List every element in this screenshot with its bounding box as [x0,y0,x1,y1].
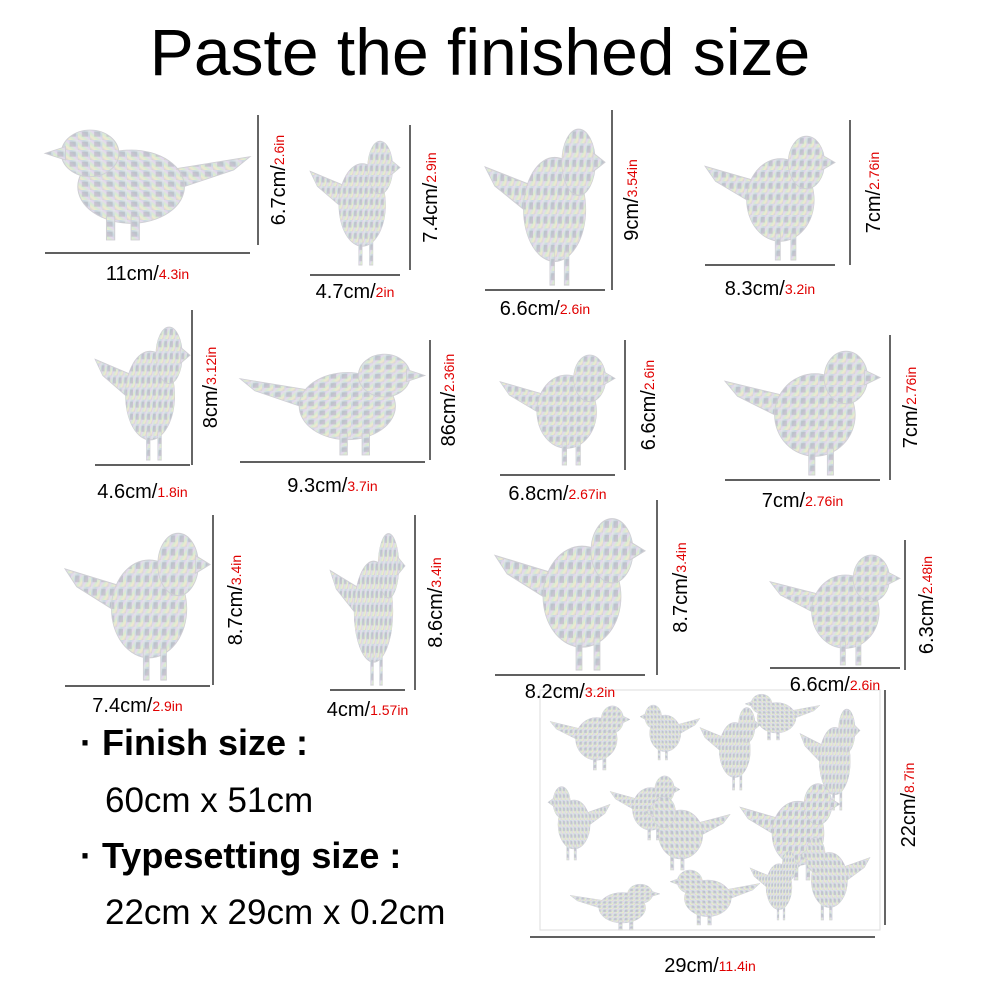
bird-sticker [63,532,212,682]
dimension-label: 8.6cm/3.4in [425,557,447,647]
dimension-label: 4cm/1.57in [327,699,409,721]
dimension-label: 8.7cm/3.4in [670,542,692,632]
dimension-label: 7cm/2.76in [900,367,922,449]
dimension-cm: 6.6cm/ [638,390,660,450]
dimension-in: 2.67in [568,486,606,502]
dimension-in: 2in [376,284,395,300]
dimension-label: 8.3cm/3.2in [725,278,815,300]
finish-label: · Finish size : [80,722,308,763]
dimension-in: 2.48in [919,556,935,594]
dimension-label: 6.8cm/2.67in [508,483,606,505]
dimension-in: 4.3in [159,266,189,282]
dimension-cm: 9cm/ [621,197,643,241]
dimension-label: 4.6cm/1.8in [97,481,187,503]
dimension-in: 3.2in [585,684,615,700]
dimension-in: 2.6in [850,677,880,693]
dimension-in: 2.6in [271,135,287,165]
bird-sticker [499,354,616,466]
dimension-cm: 7cm/ [863,189,885,233]
dimension-cm: 7.4cm/ [92,695,152,717]
bird-sticker [493,517,647,672]
dimension-in: 11.4in [719,958,756,974]
bird-sticker [724,350,881,476]
bird-sticker [704,135,836,261]
dimension-cm: 6.6cm/ [790,674,850,696]
dimension-in: 2.76in [805,493,843,509]
dimension-cm: 7cm/ [762,490,806,512]
dimension-in: 1.57in [370,702,408,718]
dimension-cm: 8.3cm/ [725,278,785,300]
dimension-label: 7.4cm/2.9in [420,152,442,242]
dimension-cm: 86cm/ [438,391,460,446]
dimension-in: 2.76in [903,367,919,405]
dimension-label: 8.7cm/3.4in [225,555,247,645]
dimension-in: 2.36in [441,354,457,392]
dimension-in: 8.7in [901,763,917,793]
dimension-label: 11cm/4.3in [106,263,189,285]
dimension-label: 6.6cm/2.6in [638,360,660,450]
dimension-label: 9cm/3.54in [621,159,643,241]
dimension-in: 3.4in [673,542,689,572]
dimension-label: 9.3cm/3.7in [287,475,377,497]
bird-sticker [93,326,192,462]
dimension-in: 3.4in [428,557,444,587]
typesetting-value: 22cm x 29cm x 0.2cm [105,893,445,932]
bird-sticker [239,353,426,456]
dimension-in: 3.7in [347,478,377,494]
title: Paste the finished size [150,15,810,89]
dimension-label: 7cm/2.76in [762,490,844,512]
typesetting-label: · Typesetting size : [80,835,401,876]
dimension-label: 4.7cm/2in [316,281,395,303]
dimension-label: 86cm/2.36in [438,354,460,447]
bird-sticker [769,554,901,666]
bird-sticker [483,127,607,287]
dimension-cm: 6.3cm/ [916,594,938,654]
dimension-cm: 7.4cm/ [420,182,442,242]
dimension-label: 8cm/3.12in [200,347,222,429]
dimension-in: 3.54in [624,159,640,197]
finish-value: 60cm x 51cm [105,781,313,820]
dimension-cm: 11cm/ [106,263,159,285]
bird-sticker [309,140,401,266]
dimension-cm: 8.6cm/ [425,587,447,647]
dimension-label: 6.6cm/2.6in [500,298,590,320]
dimension-label: 6.7cm/2.6in [268,135,290,225]
dimension-in: 3.4in [228,555,244,585]
dimension-in: 3.12in [203,347,219,385]
dimension-label: 6.3cm/2.48in [916,556,938,654]
dimension-in: 2.9in [423,152,439,182]
bird-sticker [43,128,252,242]
dimension-label: 29cm/11.4in [664,955,756,977]
dimension-in: 2.6in [560,301,590,317]
dimension-cm: 8.2cm/ [525,681,585,703]
dimension-cm: 8.7cm/ [225,585,247,645]
dimension-cm: 6.8cm/ [508,483,568,505]
dimension-cm: 22cm/ [898,793,920,848]
dimension-in: 2.76in [866,152,882,190]
dimension-label: 6.6cm/2.6in [790,674,880,696]
dimension-cm: 9.3cm/ [287,475,347,497]
dimension-cm: 4.7cm/ [316,281,376,303]
dimension-in: 1.8in [157,484,187,500]
dimension-label: 22cm/8.7in [898,763,920,848]
dimension-cm: 29cm/ [664,955,719,977]
dimension-label: 7cm/2.76in [863,152,885,234]
dimension-label: 7.4cm/2.9in [92,695,182,717]
dimension-in: 2.6in [641,360,657,390]
dimension-cm: 8.7cm/ [670,572,692,632]
dimension-cm: 4cm/ [327,699,371,721]
dimension-in: 2.9in [152,698,182,714]
bird-sticker [328,532,407,687]
dimension-cm: 6.7cm/ [268,165,290,225]
dimension-cm: 8cm/ [200,384,222,428]
dimension-cm: 6.6cm/ [500,298,560,320]
dimension-cm: 4.6cm/ [97,481,157,503]
dimension-cm: 7cm/ [900,404,922,448]
dimension-in: 3.2in [785,281,815,297]
dimension-label: 8.2cm/3.2in [525,681,615,703]
